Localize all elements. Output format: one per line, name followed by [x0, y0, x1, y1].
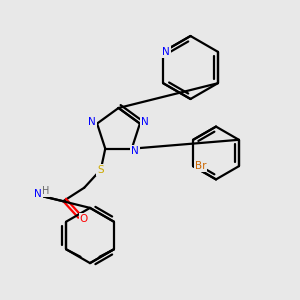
Text: H: H — [42, 186, 49, 196]
Text: N: N — [141, 117, 149, 127]
Text: N: N — [34, 189, 42, 199]
Text: N: N — [131, 146, 139, 156]
Text: N: N — [162, 47, 170, 57]
Text: S: S — [98, 165, 104, 175]
Text: N: N — [88, 117, 96, 127]
Text: O: O — [80, 214, 88, 224]
Text: Br: Br — [195, 161, 206, 171]
